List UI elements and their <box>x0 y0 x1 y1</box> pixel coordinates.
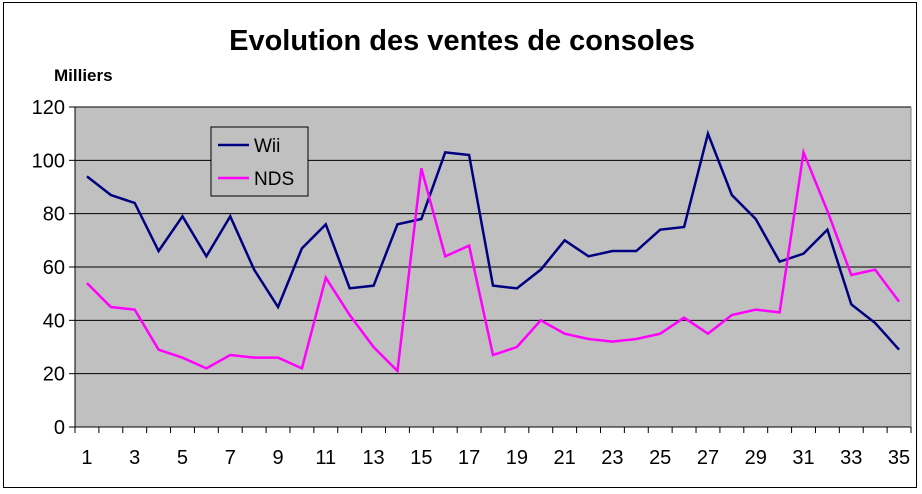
chart-svg: Evolution des ventes de consoles Millier… <box>32 25 912 469</box>
y-tick-label-0: 0 <box>54 417 65 439</box>
y-tick-labels: 0 20 40 60 80 100 120 <box>32 97 65 439</box>
x-tick-label-35: 35 <box>888 447 910 469</box>
chart-frame: Evolution des ventes de consoles Millier… <box>3 2 917 488</box>
series-line-nds <box>86 147 901 374</box>
x-tick-label-31: 31 <box>792 447 814 469</box>
series-line-wii <box>86 129 900 351</box>
y-tick-label-80: 80 <box>43 204 65 226</box>
x-tick-label-5: 5 <box>177 447 188 469</box>
x-tick-label-19: 19 <box>506 447 528 469</box>
x-tick-label-23: 23 <box>601 447 623 469</box>
x-tick-label-17: 17 <box>458 447 480 469</box>
axes <box>69 106 912 433</box>
y-tick-label-120: 120 <box>32 97 65 119</box>
y-tick-label-60: 60 <box>43 257 65 279</box>
legend-label-nds: NDS <box>254 169 294 190</box>
x-tick-labels: 1 3 5 7 9 11 13 15 17 19 21 23 25 27 29 31 33 35 <box>81 447 910 469</box>
x-tick-label-33: 33 <box>840 447 862 469</box>
y-tick-label-40: 40 <box>43 310 65 332</box>
x-tick-label-15: 15 <box>410 447 432 469</box>
x-tick-label-9: 9 <box>272 447 283 469</box>
x-tick-label-27: 27 <box>697 447 719 469</box>
legend-box <box>210 126 309 197</box>
series-lines <box>86 129 901 374</box>
x-tick-label-1: 1 <box>81 447 92 469</box>
legend-label-wii: Wii <box>254 136 280 157</box>
x-tick-label-21: 21 <box>554 447 576 469</box>
y-axis-unit-label: Milliers <box>54 66 113 85</box>
chart-title: Evolution des ventes de consoles <box>229 25 695 57</box>
y-tick-label-100: 100 <box>32 150 65 172</box>
x-tick-label-7: 7 <box>225 447 236 469</box>
x-tick-label-25: 25 <box>649 447 671 469</box>
x-tick-label-13: 13 <box>362 447 384 469</box>
grid-lines <box>75 106 911 375</box>
y-tick-label-20: 20 <box>43 364 65 386</box>
x-tick-label-3: 3 <box>129 447 140 469</box>
x-tick-label-29: 29 <box>745 447 767 469</box>
x-tick-label-11: 11 <box>315 447 336 469</box>
legend: Wii NDS <box>210 126 309 197</box>
